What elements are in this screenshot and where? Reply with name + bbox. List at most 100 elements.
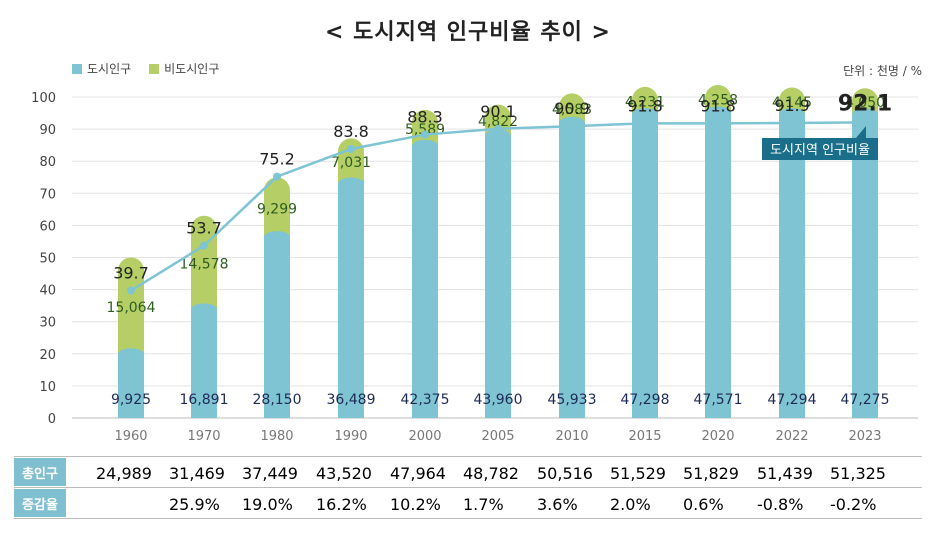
bar-urban [338, 183, 364, 418]
total-population-cell: 51,529 [610, 464, 666, 483]
rural-value-label: 15,064 [107, 300, 156, 316]
ratio-point [714, 119, 722, 128]
urban-value-label: 42,375 [401, 392, 450, 408]
total-population-cell: 51,325 [830, 464, 886, 483]
ratio-value-label: 91.8 [627, 96, 663, 115]
ratio-value-label: 75.2 [259, 150, 295, 169]
growth-rate-cell: 16.2% [316, 495, 367, 514]
chart-canvas: 0 10 20 30 40 50 60 70 80 90 100 9,925 15,064 1960 16,… [31, 84, 918, 444]
ratio-point [494, 124, 502, 133]
growth-rate-cell: 2.0% [610, 495, 651, 514]
x-tick-label: 1960 [114, 429, 147, 444]
table-row-total: 총인구 [14, 458, 922, 486]
table-rule [14, 487, 922, 488]
y-tick-label: 90 [39, 123, 56, 138]
urban-value-label: 16,891 [180, 392, 229, 408]
urban-value-label: 45,933 [548, 392, 597, 408]
ratio-point [641, 119, 649, 128]
ratio-point [421, 130, 429, 139]
total-population-cell: 37,449 [242, 464, 298, 483]
ratio-value-label: 83.8 [333, 122, 369, 141]
x-tick-label: 2015 [628, 429, 661, 444]
y-tick-label: 40 [39, 284, 56, 299]
ratio-point [568, 122, 576, 131]
ratio-value-label: 91.9 [774, 96, 810, 115]
x-tick-label: 1980 [260, 429, 293, 444]
growth-rate-cell: 10.2% [390, 495, 441, 514]
bar-urban-cap [852, 108, 878, 121]
bar-urban [485, 135, 511, 418]
ratio-value-label: 90.9 [554, 99, 590, 118]
bar-urban [191, 309, 217, 418]
ratio-point [273, 172, 281, 181]
total-population-cell: 31,469 [169, 464, 225, 483]
total-population-cell: 43,520 [316, 464, 372, 483]
ratio-tag-box [762, 138, 878, 160]
bar-urban-cap [705, 106, 731, 119]
y-tick-label: 10 [39, 380, 56, 395]
rural-value-label: 4,145 [772, 95, 812, 111]
ratio-value-label: 88.3 [407, 108, 443, 127]
legend-label-rural: 비도시인구 [164, 62, 220, 76]
ratio-value-label: 92.1 [838, 91, 892, 116]
rural-value-label: 4,231 [625, 95, 665, 111]
x-tick-label: 2020 [701, 429, 734, 444]
x-tick-label: 2023 [848, 429, 881, 444]
table-header-total: 총인구 [14, 458, 66, 486]
legend-swatch-rural [149, 63, 160, 74]
y-tick-label: 100 [31, 91, 56, 106]
total-population-cell: 24,989 [96, 464, 152, 483]
x-tick-label: 2022 [775, 429, 808, 444]
y-tick-label: 80 [39, 155, 56, 170]
y-tick-label: 20 [39, 348, 56, 363]
rural-value-label: 4,050 [845, 95, 885, 111]
bar-urban [852, 114, 878, 419]
bar-urban-cap [485, 129, 511, 142]
urban-value-label: 47,275 [841, 392, 890, 408]
growth-rate-cell: -0.8% [757, 495, 804, 514]
bar-urban-cap [779, 108, 805, 121]
bar-urban-cap [632, 108, 658, 121]
urban-value-label: 28,150 [253, 392, 302, 408]
ratio-value-label: 39.7 [113, 264, 149, 283]
legend-label-urban: 도시인구 [87, 62, 132, 76]
ratio-tag-label: 도시지역 인구비율 [770, 143, 870, 158]
x-tick-label: 1990 [334, 429, 367, 444]
table-rule [14, 456, 922, 457]
bar-rural [191, 215, 217, 323]
rural-value-label: 4,822 [478, 114, 518, 130]
rural-value-label: 14,578 [180, 257, 229, 273]
total-population-cell: 47,964 [390, 464, 446, 483]
y-tick-label: 70 [39, 187, 56, 202]
table-header-growth: 증감율 [14, 489, 66, 517]
ratio-point [127, 286, 135, 295]
growth-rate-cell: -0.2% [830, 495, 877, 514]
unit-label: 단위 : 천명 / % [843, 64, 922, 78]
growth-rate-cell: 0.6% [683, 495, 724, 514]
legend: 도시인구 비도시인구 [72, 60, 219, 77]
bar-urban-cap [338, 177, 364, 190]
growth-rate-cell: 25.9% [169, 495, 220, 514]
bar-urban [705, 112, 731, 418]
bar-rural [118, 257, 144, 368]
legend-item-urban: 도시인구 [72, 60, 131, 77]
bar-urban-cap [191, 303, 217, 316]
bar-urban [632, 114, 658, 418]
total-population-cell: 48,782 [463, 464, 519, 483]
bar-urban-cap [264, 231, 290, 244]
growth-rate-cell: 3.6% [537, 495, 578, 514]
legend-item-rural: 비도시인구 [149, 60, 219, 77]
total-population-cell: 51,829 [683, 464, 739, 483]
ratio-value-label: 90.1 [480, 102, 516, 121]
chart-title: < 도시지역 인구비율 추이 > [325, 20, 611, 45]
y-tick-label: 0 [48, 412, 56, 427]
ratio-tag-pointer [856, 126, 866, 138]
ratio-value-label: 53.7 [186, 219, 222, 238]
ratio-value-label: 91.8 [700, 96, 736, 115]
ratio-point [861, 118, 869, 127]
bar-urban-cap [412, 139, 438, 152]
bar-urban [118, 354, 144, 418]
urban-value-label: 36,489 [327, 392, 376, 408]
rural-value-label: 7,031 [331, 155, 371, 171]
total-population-cell: 50,516 [537, 464, 593, 483]
